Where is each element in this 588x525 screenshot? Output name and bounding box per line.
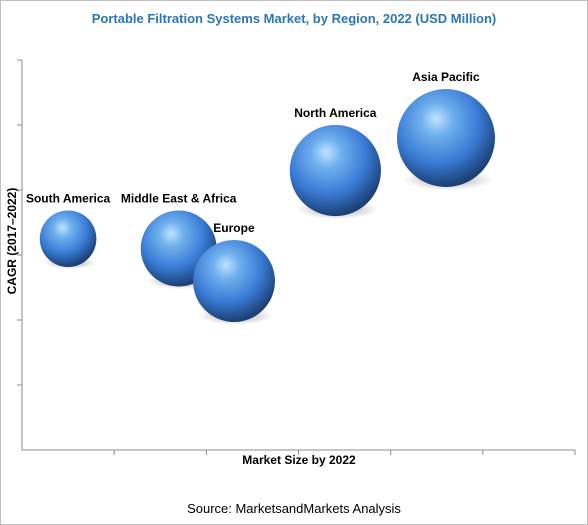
bubbles: [39, 89, 495, 325]
bubble-label: Middle East & Africa: [121, 192, 237, 206]
source-note: Source: MarketsandMarkets Analysis: [187, 501, 401, 516]
bubble-label: Asia Pacific: [412, 70, 480, 84]
bubble-label: South America: [26, 191, 111, 205]
x-axis-label: Market Size by 2022: [242, 453, 356, 467]
axes: [17, 59, 576, 455]
bubble-europe: [192, 240, 275, 322]
bubble-north-america: [289, 124, 381, 217]
chart-title: Portable Filtration Systems Market, by R…: [91, 11, 497, 26]
bubble-label: Europe: [213, 221, 255, 235]
bubble-labels: South America Middle East & Africa Europe N…: [26, 70, 480, 235]
bubble-label: North America: [294, 106, 377, 120]
bubble-asia-pacific: [396, 89, 495, 187]
bubble-south-america: [39, 210, 97, 268]
